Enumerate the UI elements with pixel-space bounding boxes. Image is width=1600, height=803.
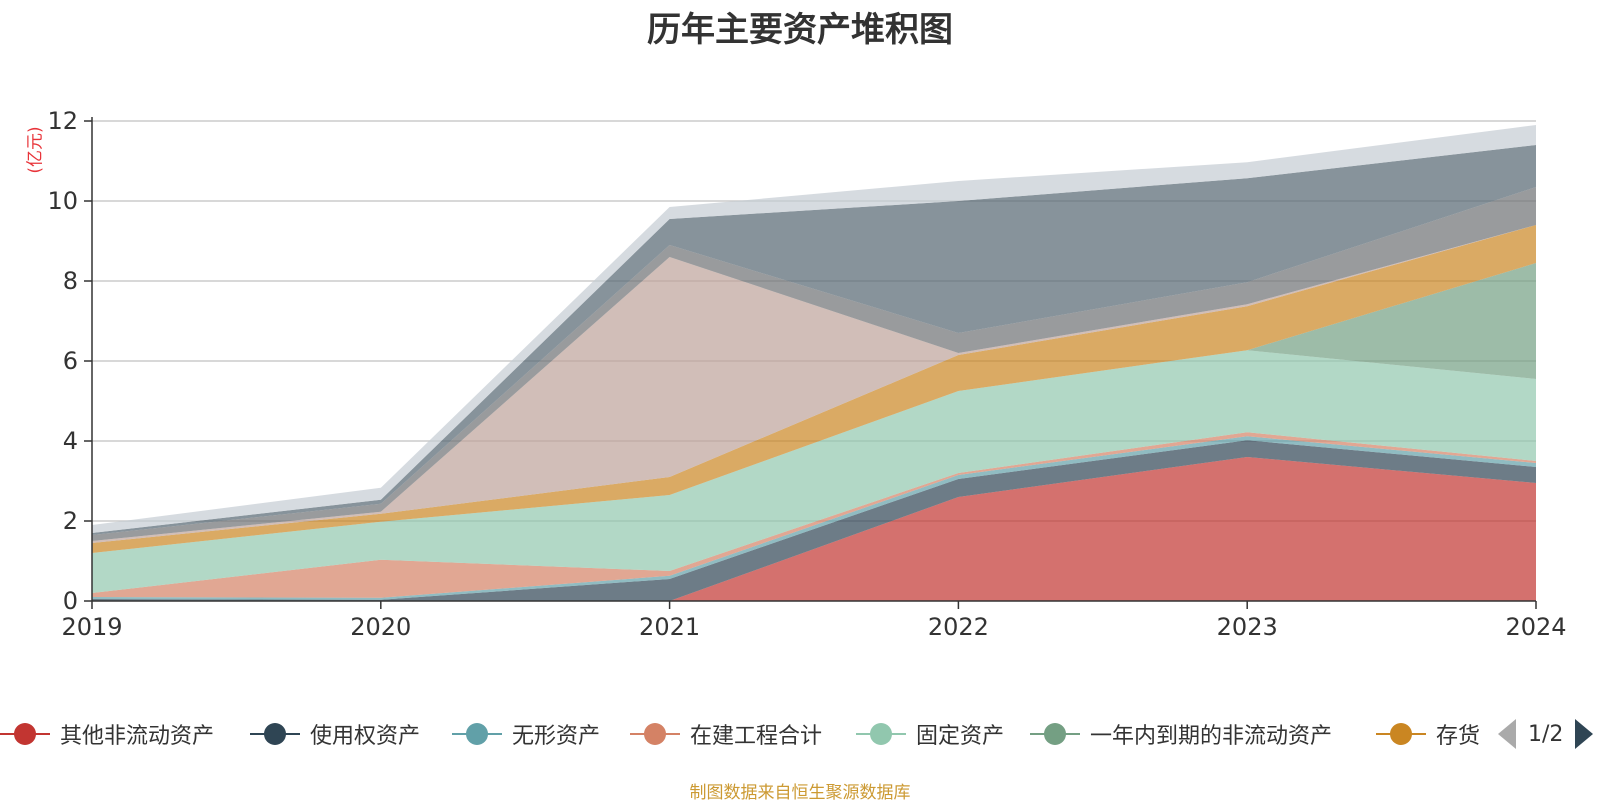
legend-item-fixed-assets[interactable]: 固定资产 xyxy=(856,708,1004,760)
legend-page-indicator: 1/2 xyxy=(1528,721,1564,747)
area-series-5[interactable] xyxy=(92,350,1536,593)
area-series-11[interactable] xyxy=(92,125,1536,533)
legend-label: 使用权资产 xyxy=(310,724,421,749)
legend-label: 其他非流动资产 xyxy=(60,724,215,749)
y-tick-label: 2 xyxy=(63,507,78,535)
area-series-8[interactable] xyxy=(92,225,1536,543)
legend-label: 一年内到期的非流动资产 xyxy=(1090,724,1333,749)
source-note: 制图数据来自恒生聚源数据库 xyxy=(689,783,911,803)
legend-item-other-noncurrent[interactable]: 其他非流动资产 xyxy=(0,708,214,760)
x-tick-label: 2022 xyxy=(928,613,989,641)
x-tick-label: 2024 xyxy=(1505,613,1566,641)
area-series xyxy=(92,125,1536,601)
legend-circle-icon xyxy=(630,719,680,749)
axes: 0 2 4 6 8 10 12 2019 2020 2021 2022 2023 2024 xyxy=(47,107,1566,641)
area-series-2[interactable] xyxy=(92,440,1536,601)
stacked-area-chart: 0 2 4 6 8 10 12 2019 2020 2021 2022 2023 2024 xyxy=(47,107,1566,641)
legend-item-inventory[interactable]: 存货 xyxy=(1376,708,1480,760)
legend-label: 存货 xyxy=(1436,724,1481,749)
legend: 1/2 其他非流动资产 使用权资产 无形资产 在建工程合计 固定资产 一年内到期的非流动资… xyxy=(0,708,1600,760)
triangle-left-icon[interactable] xyxy=(1498,719,1516,749)
area-series-10[interactable] xyxy=(92,145,1536,535)
legend-circle-icon xyxy=(452,719,502,749)
x-tick-label: 2020 xyxy=(350,613,411,641)
area-series-1[interactable] xyxy=(92,457,1536,601)
legend-circle-icon xyxy=(856,719,906,749)
x-tick-label: 2023 xyxy=(1217,613,1278,641)
legend-label: 固定资产 xyxy=(916,724,1005,749)
y-tick-label: 10 xyxy=(47,187,78,215)
legend-pager: 1/2 xyxy=(1498,708,1594,760)
x-tick-label: 2019 xyxy=(61,613,122,641)
x-tick-label: 2021 xyxy=(639,613,700,641)
legend-item-intangible[interactable]: 无形资产 xyxy=(452,708,600,760)
legend-circle-icon xyxy=(250,719,300,749)
legend-label: 在建工程合计 xyxy=(690,724,823,749)
legend-circle-icon xyxy=(1030,719,1080,749)
legend-item-noncurrent-due[interactable]: 一年内到期的非流动资产 xyxy=(1030,708,1332,760)
area-series-4[interactable] xyxy=(92,432,1536,598)
legend-item-construction[interactable]: 在建工程合计 xyxy=(630,708,822,760)
y-tick-label: 12 xyxy=(47,107,78,135)
area-series-3[interactable] xyxy=(92,436,1536,600)
y-tick-label: 4 xyxy=(63,427,78,455)
chart-title: 历年主要资产堆积图 xyxy=(647,10,953,50)
y-tick-label: 6 xyxy=(63,347,78,375)
y-tick-label: 0 xyxy=(63,587,78,615)
legend-item-right-of-use[interactable]: 使用权资产 xyxy=(250,708,420,760)
legend-circle-icon xyxy=(0,719,50,749)
legend-label: 无形资产 xyxy=(512,724,601,749)
triangle-right-icon[interactable] xyxy=(1575,719,1594,749)
legend-circle-icon xyxy=(1376,719,1426,749)
y-tick-label: 8 xyxy=(63,267,78,295)
